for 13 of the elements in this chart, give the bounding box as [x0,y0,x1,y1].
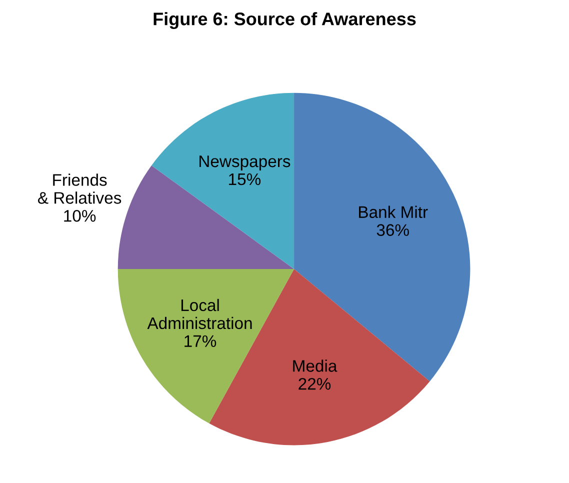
pie-slice [118,269,294,424]
pie-slice [152,92,294,270]
data-label: 10% [64,210,96,222]
data-label: 22% [298,378,331,390]
slice-label: Bank Mitr [359,206,428,218]
slice-label: Local Administration [147,298,252,330]
data-label: 36% [376,224,409,236]
data-label: 17% [184,335,216,347]
slice-label: Media [293,360,338,372]
slice-label: Newspapers [199,156,290,170]
slice-label: Friends & Relatives [38,174,122,204]
data-label: 15% [229,173,261,186]
chart-title: Figure 6: Source of Awareness [154,12,416,29]
